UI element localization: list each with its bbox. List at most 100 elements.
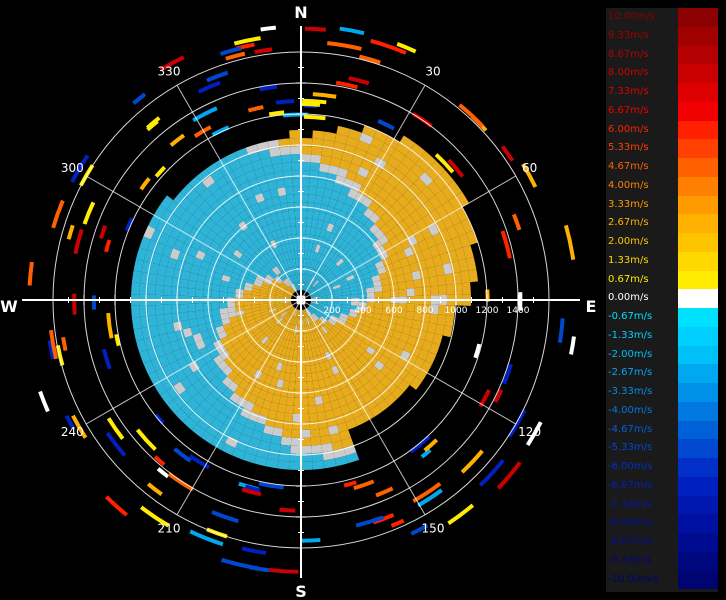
velocity-cell	[266, 261, 275, 270]
velocity-cell	[308, 404, 317, 414]
velocity-cell	[174, 218, 187, 231]
velocity-cell	[307, 202, 315, 211]
velocity-cell	[337, 379, 348, 390]
velocity-cell	[236, 414, 249, 427]
velocity-cell	[251, 159, 263, 171]
velocity-cell	[310, 259, 316, 269]
velocity-cell	[244, 353, 254, 363]
velocity-cell	[315, 187, 325, 197]
velocity-cell	[248, 366, 258, 377]
range-label: 400	[354, 306, 371, 316]
legend-entry: -8.67m/s	[606, 533, 718, 552]
velocity-cell	[288, 276, 294, 285]
legend-swatch	[678, 26, 718, 46]
velocity-cell	[227, 332, 237, 341]
velocity-cell	[236, 173, 249, 186]
velocity-cell	[327, 274, 336, 281]
velocity-cell	[340, 359, 350, 370]
velocity-cell	[307, 397, 316, 406]
velocity-cell	[308, 306, 316, 313]
velocity-cell	[173, 239, 185, 252]
velocity-cell	[316, 411, 327, 421]
velocity-cell	[276, 327, 283, 336]
velocity-cell	[279, 310, 287, 317]
velocity-cell	[363, 218, 375, 230]
velocity-cell	[253, 350, 263, 360]
velocity-cell	[232, 324, 242, 333]
velocity-cell	[248, 233, 258, 244]
velocity-cell	[196, 317, 206, 326]
velocity-cell	[388, 315, 398, 324]
velocity-cell	[267, 271, 276, 280]
velocity-cell	[453, 221, 467, 237]
velocity-cell	[270, 230, 279, 240]
velocity-cell	[362, 337, 373, 346]
velocity-cell	[342, 411, 354, 423]
velocity-cell	[306, 284, 312, 292]
velocity-cell	[342, 267, 352, 275]
velocity-cell	[307, 287, 315, 294]
velocity-cell	[304, 317, 309, 326]
velocity-cell	[248, 223, 258, 234]
velocity-cell	[436, 242, 448, 255]
velocity-cell	[272, 369, 281, 379]
echo-cell	[260, 25, 277, 32]
legend-entry: -1.33m/s	[606, 326, 718, 346]
velocity-cell	[365, 244, 376, 255]
velocity-cell	[185, 202, 199, 216]
velocity-cell	[292, 308, 297, 317]
velocity-cell	[292, 258, 297, 267]
velocity-cell	[248, 177, 260, 189]
velocity-cell	[310, 331, 316, 341]
velocity-cell	[136, 339, 147, 353]
velocity-cell	[252, 264, 262, 273]
velocity-cell	[314, 330, 321, 339]
velocity-cell	[301, 461, 313, 470]
velocity-cell	[228, 229, 239, 240]
velocity-cell	[229, 392, 241, 404]
velocity-cell	[276, 211, 284, 222]
velocity-cell	[315, 403, 325, 413]
velocity-cell	[312, 251, 319, 261]
velocity-cell	[286, 287, 294, 294]
velocity-cell	[306, 308, 312, 316]
velocity-cell	[314, 261, 321, 270]
velocity-cell	[372, 335, 382, 345]
velocity-cell	[371, 317, 381, 326]
velocity-cell	[275, 411, 286, 421]
velocity-cell	[188, 410, 203, 425]
velocity-cell	[420, 360, 433, 373]
velocity-cell	[160, 209, 174, 223]
legend-label: -4.67m/s	[608, 423, 653, 435]
velocity-cell	[342, 291, 351, 296]
velocity-cell	[321, 314, 330, 321]
velocity-cell	[336, 422, 349, 433]
velocity-cell	[384, 359, 396, 371]
velocity-cell	[317, 306, 326, 312]
velocity-cell	[342, 294, 351, 299]
velocity-cell	[434, 190, 449, 205]
velocity-cell	[202, 411, 216, 425]
velocity-cell	[292, 242, 298, 251]
velocity-cell	[288, 242, 295, 252]
velocity-cell	[442, 325, 453, 338]
velocity-cell	[275, 300, 284, 303]
velocity-cell	[350, 293, 359, 299]
echo-cell	[188, 454, 210, 470]
velocity-cell	[421, 277, 431, 288]
velocity-cell	[167, 399, 181, 414]
velocity-cell	[301, 138, 313, 147]
velocity-cell	[257, 389, 268, 400]
velocity-cell	[293, 186, 301, 195]
velocity-cell	[273, 386, 283, 396]
velocity-cell	[249, 347, 259, 357]
velocity-cell	[296, 282, 299, 291]
velocity-cell	[330, 190, 340, 201]
velocity-cell	[365, 398, 378, 411]
velocity-cell	[186, 397, 200, 411]
velocity-cell	[382, 302, 391, 310]
velocity-cell	[221, 274, 231, 283]
velocity-cell	[187, 342, 199, 354]
velocity-cell	[303, 317, 307, 326]
